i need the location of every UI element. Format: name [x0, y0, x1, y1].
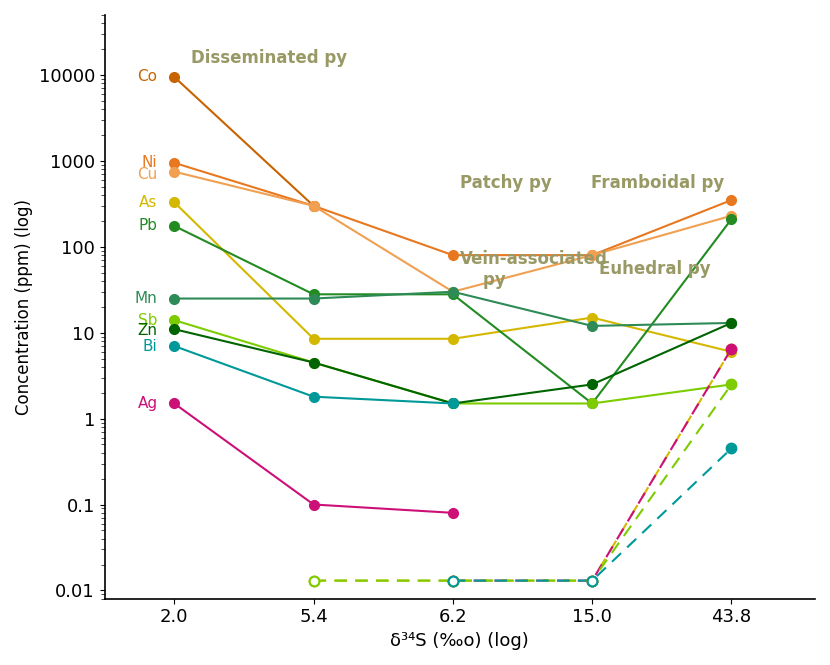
Text: Co: Co — [138, 69, 158, 84]
Text: Pb: Pb — [139, 218, 158, 233]
X-axis label: δ³⁴S (‰o) (log): δ³⁴S (‰o) (log) — [390, 632, 530, 650]
Text: As: As — [139, 195, 158, 209]
Y-axis label: Concentration (ppm) (log): Concentration (ppm) (log) — [15, 199, 33, 415]
Text: Vein-associated
    py: Vein-associated py — [460, 250, 608, 289]
Text: Framboidal py: Framboidal py — [591, 174, 725, 192]
Text: Bi: Bi — [143, 338, 158, 354]
Text: Zn: Zn — [138, 323, 158, 338]
Text: Patchy py: Patchy py — [460, 174, 552, 192]
Text: Sb: Sb — [138, 313, 158, 328]
Text: Ni: Ni — [142, 156, 158, 170]
Text: Mn: Mn — [134, 291, 158, 306]
Text: Ag: Ag — [138, 396, 158, 411]
Text: Disseminated py: Disseminated py — [191, 49, 347, 66]
Text: Cu: Cu — [137, 167, 158, 182]
Text: Euhedral py: Euhedral py — [599, 260, 710, 278]
